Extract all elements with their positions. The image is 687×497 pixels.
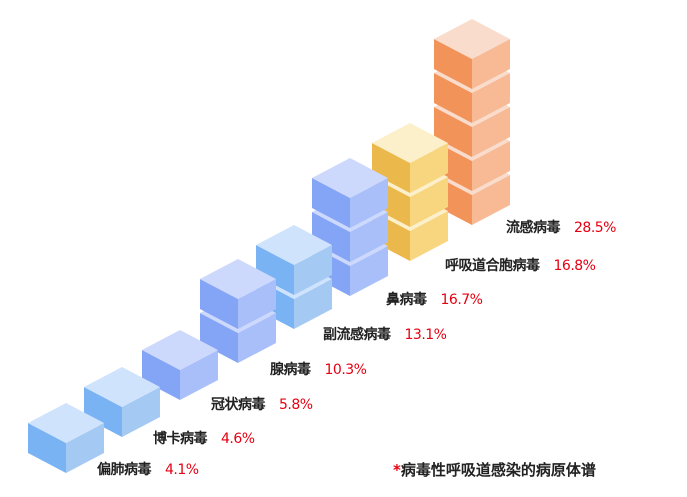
category-label: 腺病毒 [270, 362, 311, 378]
cube-top-face [142, 330, 218, 370]
cube-top-face [372, 123, 448, 163]
footnote-text: 病毒性呼吸道感染的病原体谱 [400, 461, 596, 479]
category-label: 鼻病毒 [386, 292, 427, 308]
cube-right-face [180, 350, 218, 400]
bar-label-1: 偏肺病毒 4.1% [97, 459, 199, 479]
cube-left-face [434, 107, 472, 157]
cube-left-face [312, 212, 350, 262]
cube-left-face [200, 313, 238, 363]
cube [84, 367, 160, 437]
cube-right-face [410, 177, 448, 227]
cube-top-face [434, 19, 510, 59]
cube [372, 123, 448, 193]
cube-right-face [238, 279, 276, 329]
value-label: 16.7% [440, 292, 483, 308]
cube-left-face [434, 73, 472, 123]
footnote-asterisk: * [393, 461, 401, 479]
bar-label-6: 鼻病毒 16.7% [386, 289, 483, 309]
cube-right-face [350, 212, 388, 262]
value-label: 28.5% [574, 220, 616, 236]
cube-left-face [28, 423, 66, 473]
cube-top-face [312, 158, 388, 198]
cube-top-face [200, 259, 276, 299]
cube-right-face [238, 313, 276, 363]
category-label: 呼吸道合胞病毒 [445, 258, 540, 274]
bar-label-4: 腺病毒 10.3% [270, 359, 367, 379]
value-label: 5.8% [279, 397, 313, 413]
cube-right-face [472, 107, 510, 157]
cube-right-face [66, 423, 104, 473]
bar-label-7: 呼吸道合胞病毒 16.8% [445, 255, 596, 275]
cube-right-face [472, 141, 510, 191]
cube [256, 225, 332, 295]
bar-label-8: 流感病毒 28.5% [506, 217, 616, 237]
cube-right-face [294, 279, 332, 329]
cube-top-face [256, 225, 332, 265]
category-label: 偏肺病毒 [97, 462, 152, 478]
value-label: 10.3% [324, 362, 367, 378]
bar-label-5: 副流感病毒 13.1% [323, 324, 447, 344]
cube-left-face [256, 245, 294, 295]
cube-right-face [472, 175, 510, 225]
cube-right-face [410, 211, 448, 261]
value-label: 13.1% [404, 327, 447, 343]
cube [142, 330, 218, 400]
cube [312, 158, 388, 228]
cube-right-face [410, 143, 448, 193]
cube [28, 403, 104, 473]
category-label: 冠状病毒 [211, 397, 266, 413]
value-label: 4.6% [221, 431, 255, 447]
bar-7 [372, 123, 448, 261]
cube-top-face [84, 367, 160, 407]
cube-right-face [350, 246, 388, 296]
cube-left-face [142, 350, 180, 400]
cube-right-face [472, 39, 510, 89]
bar-label-3: 冠状病毒 5.8% [211, 394, 313, 414]
bar-1 [28, 403, 104, 473]
cube-right-face [472, 73, 510, 123]
value-label: 16.8% [553, 258, 596, 274]
category-label: 副流感病毒 [323, 327, 391, 343]
bar-label-2: 博卡病毒 4.6% [153, 428, 255, 448]
cube [434, 19, 510, 89]
category-label: 流感病毒 [506, 220, 561, 236]
cube [200, 259, 276, 329]
footnote: *病毒性呼吸道感染的病原体谱 [393, 459, 596, 480]
cube-left-face [84, 387, 122, 437]
bar-8 [434, 19, 510, 225]
category-label: 博卡病毒 [153, 431, 208, 447]
cube-right-face [350, 178, 388, 228]
cube-left-face [200, 279, 238, 329]
value-label: 4.1% [165, 462, 199, 478]
cube-right-face [294, 245, 332, 295]
bar-2 [84, 367, 160, 437]
cube-left-face [372, 143, 410, 193]
cube-left-face [312, 178, 350, 228]
bar-4 [200, 259, 276, 363]
cube-right-face [122, 387, 160, 437]
bar-3 [142, 330, 218, 400]
cube-top-face [28, 403, 104, 443]
cube-left-face [434, 39, 472, 89]
